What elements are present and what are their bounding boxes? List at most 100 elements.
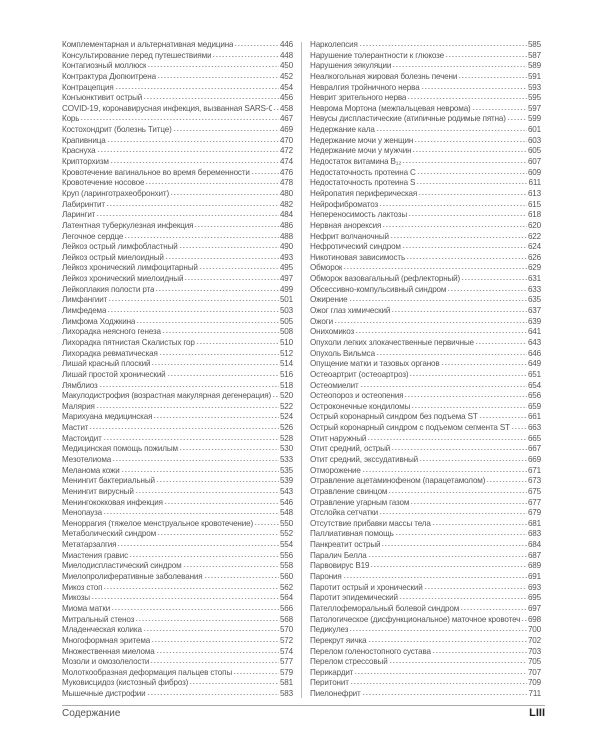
entry-title: Малярия xyxy=(62,401,95,411)
toc-entry: Отравление свинцом 675 xyxy=(310,487,541,498)
dot-leader xyxy=(379,204,527,206)
entry-title: Лимфангиит xyxy=(62,295,108,305)
toc-entry: Нейрофиброматоз 615 xyxy=(310,200,541,211)
dot-leader xyxy=(109,162,279,164)
toc-entry: Невралгия тройничного нерва 593 xyxy=(310,83,541,94)
dot-leader xyxy=(407,98,527,100)
entry-page: 675 xyxy=(527,486,541,496)
entry-page: 681 xyxy=(527,518,541,528)
entry-page: 495 xyxy=(279,263,293,273)
dot-leader xyxy=(203,577,279,579)
entry-title: Менингит вирусный xyxy=(62,486,134,496)
entry-title: Неврит зрительного нерва xyxy=(310,93,407,103)
entry-page: 587 xyxy=(527,50,541,60)
dot-leader xyxy=(233,672,279,674)
toc-entry: Неалкогольная жировая болезнь печени 591 xyxy=(310,72,541,83)
toc-entry: Малярия 522 xyxy=(62,402,293,413)
toc-right-column: Нарколепсия 585 Нарушение толерантности к … xyxy=(310,40,541,700)
dot-leader xyxy=(194,225,279,227)
entry-page: 514 xyxy=(279,359,293,369)
toc-entry: Контрацепция 454 xyxy=(62,83,293,94)
entry-page: 570 xyxy=(279,625,293,635)
toc-entry: Острый коронарный синдром без подъема ST… xyxy=(310,412,541,423)
entry-title: Патологическое (дисфункциональное) маточ… xyxy=(310,614,520,624)
dot-leader xyxy=(195,342,279,344)
entry-title: Мозоли и омозолелости xyxy=(62,657,150,667)
entry-page: 562 xyxy=(279,582,293,592)
entry-title: Отравление свинцом xyxy=(310,486,388,496)
dot-leader xyxy=(460,608,527,610)
entry-page: 591 xyxy=(527,71,541,81)
toc-entry: Марихуана медицинская 524 xyxy=(62,412,293,423)
toc-entry: Краснуха 472 xyxy=(62,146,293,157)
entry-title: Остроконечные кондиломы xyxy=(310,401,411,411)
entry-title: Педикулез xyxy=(310,625,349,635)
dot-leader xyxy=(408,215,527,217)
dot-leader xyxy=(272,396,279,398)
dot-leader xyxy=(412,151,527,153)
entry-page: 499 xyxy=(279,284,293,294)
entry-page: 458 xyxy=(279,103,293,113)
toc-entry: Патологическое (дисфункциональное) маточ… xyxy=(310,615,541,626)
toc-entry: Перекрут яичка 702 xyxy=(310,636,541,647)
toc-entry: Нарушение толерантности к глюкозе 587 xyxy=(310,51,541,62)
dot-leader xyxy=(333,321,527,323)
dot-leader xyxy=(155,651,279,653)
toc-entry: Педикулез 700 xyxy=(310,625,541,636)
entry-title: Корь xyxy=(62,114,80,124)
entry-page: 656 xyxy=(527,391,541,401)
dot-leader xyxy=(150,662,279,664)
dot-leader xyxy=(272,108,279,110)
entry-page: 526 xyxy=(279,423,293,433)
entry-title: Ожирение xyxy=(310,295,348,305)
entry-title: Перекрут яичка xyxy=(310,635,367,645)
dot-leader xyxy=(212,55,279,57)
dot-leader xyxy=(388,662,527,664)
toc-entry: Миома матки 566 xyxy=(62,604,293,615)
entry-title: Круп (ларинготрахеобронхит) xyxy=(62,188,170,198)
toc-entry: Пиелонефрит 711 xyxy=(310,689,541,700)
toc-entry: Лихорадка ревматическая 512 xyxy=(62,349,293,360)
dot-leader xyxy=(361,694,528,696)
entry-title: Пиелонефрит xyxy=(310,689,361,699)
dot-leader xyxy=(155,481,279,483)
entry-page: 467 xyxy=(279,114,293,124)
dot-leader xyxy=(444,55,527,57)
entry-page: 530 xyxy=(279,444,293,454)
dot-leader xyxy=(419,459,527,461)
entry-title: Перикардит xyxy=(310,667,354,677)
dot-leader xyxy=(103,587,279,589)
entry-title: Остеопороз и остеопения xyxy=(310,391,404,401)
entry-title: Опухоль Вильмса xyxy=(310,348,375,358)
entry-title: Ожоги xyxy=(310,316,333,326)
entry-page: 556 xyxy=(279,550,293,560)
toc-entry: Лабиринтит 482 xyxy=(62,200,293,211)
entry-title: Острый коронарный синдром без подъема ST xyxy=(310,412,478,422)
dot-leader xyxy=(391,449,527,451)
toc-entry: Парвовирус B19 689 xyxy=(310,561,541,572)
dot-leader xyxy=(461,279,527,281)
footer-section-title: Содержание xyxy=(62,708,121,719)
entry-title: Младенческая колика xyxy=(62,625,142,635)
footer-rule xyxy=(62,705,545,706)
entry-page: 490 xyxy=(279,242,293,252)
entry-title: Лейкоз острый миелоидный xyxy=(62,252,164,262)
dot-leader xyxy=(178,247,279,249)
entry-page: 558 xyxy=(279,561,293,571)
entry-page: 568 xyxy=(279,614,293,624)
toc-entry: Острый коронарный синдром с подъемом сег… xyxy=(310,423,541,434)
toc-entry: Лейкоз хронический лимфоцитарный 495 xyxy=(62,263,293,274)
toc-entry: Перелом стрессовый 705 xyxy=(310,657,541,668)
entry-title: Обморок вазовагальный (рефлекторный) xyxy=(310,274,461,284)
toc-entry: Нефротический синдром 624 xyxy=(310,242,541,253)
dot-leader xyxy=(157,534,279,536)
entry-title: Нефрит волчаночный xyxy=(310,231,389,241)
toc-entry: Отравление ацетаминофеном (парацетамолом… xyxy=(310,476,541,487)
entry-title: Отит средний, острый xyxy=(310,444,391,454)
dot-leader xyxy=(234,45,279,46)
entry-page: 687 xyxy=(527,550,541,560)
entry-title: Контагиозный моллюск xyxy=(62,61,147,71)
entry-title: Мышечные дистрофии xyxy=(62,689,146,699)
dot-leader xyxy=(416,183,528,185)
dot-leader xyxy=(178,449,279,451)
